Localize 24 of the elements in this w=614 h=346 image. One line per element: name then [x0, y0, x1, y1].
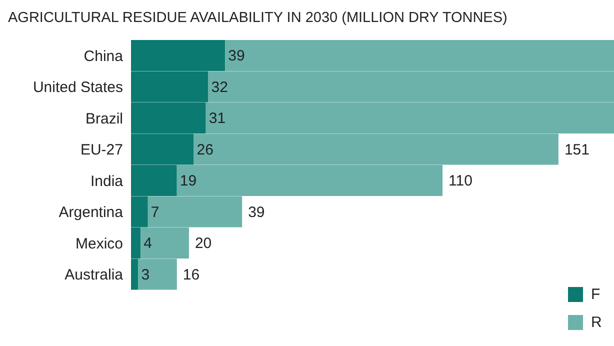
data-label: 19 [180, 172, 197, 190]
y-tick-label: Brazil [85, 110, 123, 128]
data-label: 32 [211, 78, 228, 96]
data-label: 20 [194, 235, 212, 252]
data-label: 4 [144, 235, 152, 252]
data-label: 31 [208, 110, 226, 127]
data-label: 151 [564, 141, 590, 158]
y-tick-label: Argentina [58, 204, 124, 222]
data-label: 7 [150, 204, 160, 221]
y-tick-label: United States [32, 79, 123, 96]
y-tick-label: EU-27 [80, 142, 123, 159]
chart-title: AGRICULTURAL RESIDUE AVAILABILITY IN 2030 (MILLION DRY TONNES) [8, 10, 508, 26]
data-label: 3 [141, 266, 150, 284]
y-tick-label: China [84, 48, 124, 65]
legend-label: F [591, 286, 600, 302]
data-label: 16 [182, 266, 200, 284]
y-tick-label: Mexico [75, 235, 123, 252]
y-tick-label: Australia [64, 266, 124, 284]
data-label: 26 [196, 141, 214, 158]
data-label: 39 [228, 48, 245, 64]
legend-label: R [591, 314, 602, 330]
y-tick-label: India [90, 172, 124, 190]
data-label: 110 [448, 172, 472, 190]
data-label: 39 [248, 204, 265, 221]
